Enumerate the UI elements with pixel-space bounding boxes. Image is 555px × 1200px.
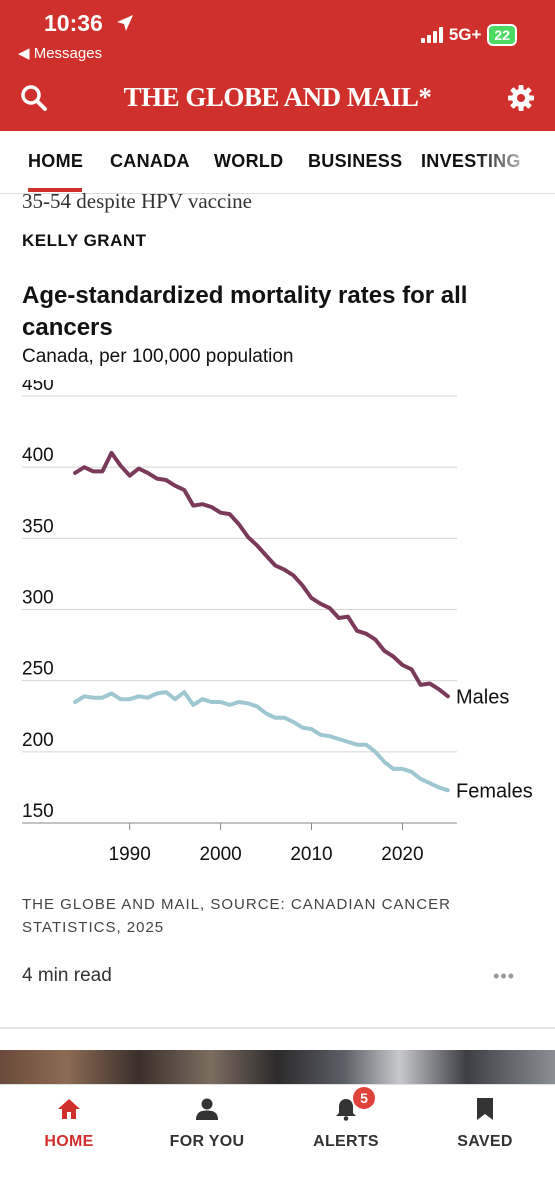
series-label-males: Males	[456, 686, 509, 708]
more-options-button[interactable]: •••	[493, 966, 515, 986]
chart-title: Age-standardized mortality rates for all…	[22, 282, 468, 341]
alerts-count-badge: 5	[353, 1087, 375, 1109]
bell-icon	[336, 1099, 356, 1121]
read-time: 4 min read	[22, 965, 112, 986]
chart-source: THE GLOBE AND MAIL, SOURCE: CANADIAN CAN…	[22, 896, 451, 936]
section-nav: HOME CANADA WORLD BUSINESS INVESTING	[0, 131, 555, 194]
status-time: 10:36	[44, 10, 103, 36]
y-tick-label: 300	[22, 588, 54, 609]
tab-home-label: HOME	[44, 1133, 94, 1150]
mortality-line-chart: 450 400 350 300 250 200 150 1990 2000 2010 2020 Mal…	[22, 380, 533, 865]
y-tick-label: 350	[22, 516, 54, 537]
series-label-females: Females	[456, 780, 533, 802]
nav-item-home[interactable]: HOME	[28, 151, 84, 171]
nav-active-indicator	[28, 188, 82, 192]
tab-alerts[interactable]: 5 ALERTS	[277, 1085, 415, 1200]
nav-fade	[475, 131, 555, 193]
bottom-tab-bar: HOME FOR YOU 5 ALERTS SAVED	[0, 1084, 555, 1200]
network-label: 5G+	[448, 25, 482, 44]
tab-saved-label: SAVED	[457, 1133, 513, 1150]
series-line-males	[73, 450, 450, 699]
article-author: KELLY GRANT	[22, 231, 147, 250]
gear-icon[interactable]	[507, 84, 535, 112]
tab-alerts-label: ALERTS	[313, 1133, 379, 1150]
chart-subtitle: Canada, per 100,000 population	[22, 346, 294, 367]
y-tick-label: 250	[22, 659, 54, 680]
y-tick-label: 200	[22, 730, 54, 751]
y-tick-label: 150	[22, 801, 54, 822]
x-tick-label: 2010	[290, 844, 332, 865]
tab-for-you-label: FOR YOU	[169, 1133, 245, 1150]
battery-icon: 22	[487, 24, 517, 46]
x-tick-label: 2020	[381, 844, 423, 865]
card-divider	[0, 1027, 555, 1029]
location-arrow-icon	[117, 15, 133, 31]
y-tick-label: 450	[22, 380, 54, 395]
nav-item-business[interactable]: BUSINESS	[308, 151, 403, 171]
app-header: 10:36 ◀ Messages 5G+ 22 THE GLOBE AND MA…	[0, 0, 555, 131]
bookmark-icon	[477, 1098, 493, 1120]
tab-saved[interactable]: SAVED	[416, 1085, 554, 1200]
person-icon	[196, 1098, 218, 1120]
tab-home[interactable]: HOME	[0, 1085, 138, 1200]
search-icon[interactable]	[20, 84, 48, 112]
x-tick-label: 2000	[199, 844, 241, 865]
signal-icon	[420, 27, 443, 43]
nav-item-world[interactable]: WORLD	[214, 151, 284, 171]
next-article-photo[interactable]	[0, 1050, 555, 1084]
masthead-logo[interactable]: THE GLOBE AND MAIL*	[123, 82, 432, 112]
nav-item-canada[interactable]: CANADA	[110, 151, 190, 171]
home-icon	[58, 1099, 80, 1119]
y-tick-label: 400	[22, 445, 54, 466]
article-headline[interactable]: 35-54 despite HPV vaccine	[22, 189, 252, 213]
x-tick-label: 1990	[109, 844, 151, 865]
series-line-females	[73, 690, 450, 793]
tab-for-you[interactable]: FOR YOU	[138, 1085, 276, 1200]
status-indicators: 5G+ 22	[420, 24, 517, 46]
back-to-messages-link[interactable]: ◀ Messages	[18, 45, 103, 62]
